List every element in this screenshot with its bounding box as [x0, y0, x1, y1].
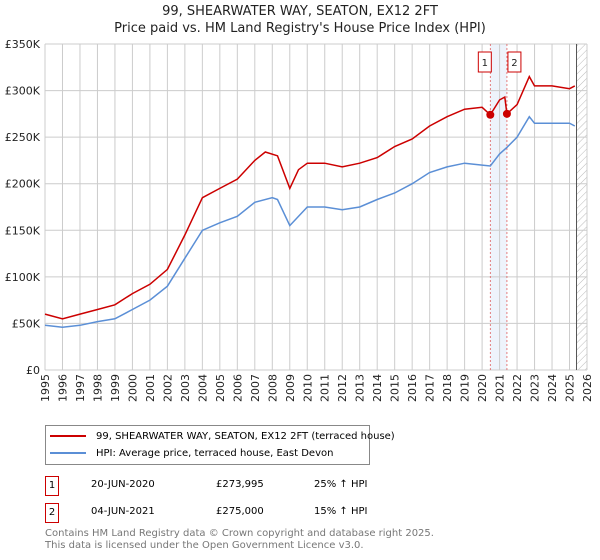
sale-label: 2 [511, 58, 517, 69]
y-tick-label: £50K [12, 317, 41, 330]
sale-point [502, 109, 511, 118]
sale-marker-badge: 1 [45, 476, 59, 496]
x-tick-label: 1998 [92, 374, 105, 402]
x-tick-label: 2008 [266, 374, 279, 402]
transaction-row: 1 20-JUN-2020 £273,995 25% ↑ HPI [45, 476, 445, 496]
legend-hpi: HPI: Average price, terraced house, East… [96, 447, 334, 459]
x-tick-label: 1997 [74, 374, 87, 402]
plot-area: 1995 1996 1997 1998 1999 2000 2001 2002 2003 2004… [5, 38, 594, 402]
sale-date: 04-JUN-2021 [91, 506, 155, 517]
x-tick-label: 2007 [249, 374, 262, 402]
legend: 99, SHEARWATER WAY, SEATON, EX12 2FT (te… [45, 425, 395, 465]
x-tick-label: 2000 [126, 374, 139, 402]
sale-label: 1 [482, 58, 488, 69]
x-tick-label: 1995 [39, 374, 52, 402]
y-tick-label: £300K [5, 85, 41, 98]
x-tick-label: 2016 [406, 374, 419, 402]
sale-label-box [507, 51, 522, 73]
transaction-row: 2 04-JUN-2021 £275,000 15% ↑ HPI [45, 503, 445, 523]
x-tick-label: 2001 [144, 374, 157, 402]
sale-price: £275,000 [216, 506, 264, 517]
sale-marker-badge: 2 [45, 503, 59, 523]
footer-copyright: Contains HM Land Registry data © Crown c… [45, 528, 434, 539]
x-tick-label: 2009 [284, 374, 297, 402]
x-tick-label: 2005 [214, 374, 227, 402]
x-tick-label: 1996 [57, 374, 70, 402]
red-line-swatch [50, 435, 86, 437]
blue-line-swatch [50, 452, 86, 454]
x-tick-label: 2018 [441, 374, 454, 402]
y-tick-label: £150K [5, 224, 41, 237]
footer-licence: This data is licensed under the Open Gov… [45, 540, 364, 551]
sale-point [486, 110, 495, 119]
series-line [44, 115, 576, 328]
y-tick-label: £100K [5, 271, 41, 284]
x-tick-label: 2012 [336, 374, 349, 402]
x-tick-label: 2010 [301, 374, 314, 402]
x-tick-label: 2023 [529, 374, 542, 402]
x-tick-label: 1999 [109, 374, 122, 402]
x-tick-label: 2025 [564, 374, 577, 402]
x-tick-label: 2022 [511, 374, 524, 402]
x-tick-label: 2019 [459, 374, 472, 402]
x-tick-label: 2004 [196, 374, 209, 402]
sale-price: £273,995 [216, 479, 264, 490]
y-tick-label: £250K [5, 131, 41, 144]
y-tick-label: £0 [26, 364, 40, 377]
footer: Contains HM Land Registry data © Crown c… [45, 528, 434, 552]
x-tick-label: 2017 [424, 374, 437, 402]
chart-subtitle: Price paid vs. HM Land Registry's House … [114, 21, 486, 36]
x-tick-label: 2002 [161, 374, 174, 402]
sale-period-band [490, 44, 507, 370]
y-tick-label: £200K [5, 178, 41, 191]
sale-hpi-diff: 15% ↑ HPI [314, 506, 368, 517]
y-tick-label: £350K [5, 38, 41, 51]
sale-hpi-diff: 25% ↑ HPI [314, 479, 368, 490]
sale-label-box [477, 51, 492, 73]
x-tick-label: 2014 [371, 374, 384, 402]
sale-date: 20-JUN-2020 [91, 479, 155, 490]
x-tick-label: 2020 [476, 374, 489, 402]
x-tick-label: 2003 [179, 374, 192, 402]
x-tick-label: 2024 [546, 374, 559, 402]
x-tick-label: 2006 [231, 374, 244, 402]
x-tick-label: 2015 [389, 374, 402, 402]
x-tick-label: 2011 [319, 374, 332, 402]
x-tick-label: 2013 [354, 374, 367, 402]
x-tick-label: 2021 [494, 374, 507, 402]
legend-property: 99, SHEARWATER WAY, SEATON, EX12 2FT (te… [96, 430, 395, 442]
x-tick-label: 2026 [581, 374, 594, 402]
chart-title: 99, SHEARWATER WAY, SEATON, EX12 2FT [162, 4, 438, 19]
forecast-hatch [576, 44, 587, 370]
